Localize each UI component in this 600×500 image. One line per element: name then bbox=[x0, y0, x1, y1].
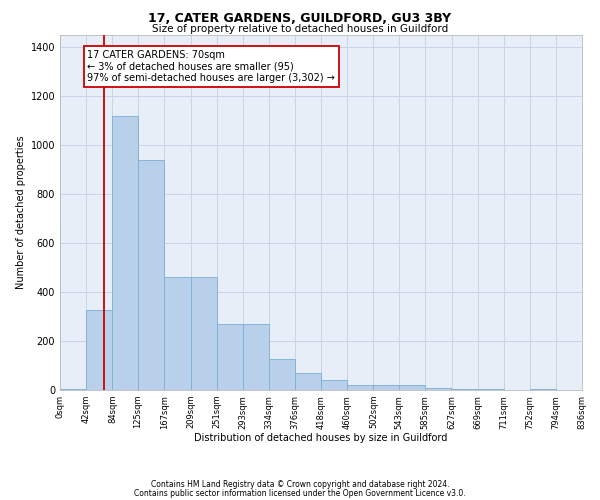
Bar bbox=[452, 389, 478, 390]
Bar bbox=[138, 160, 164, 390]
Bar bbox=[478, 389, 504, 390]
Text: Contains HM Land Registry data © Crown copyright and database right 2024.: Contains HM Land Registry data © Crown c… bbox=[151, 480, 449, 489]
Bar bbox=[60, 389, 86, 390]
Bar bbox=[373, 385, 399, 390]
Y-axis label: Number of detached properties: Number of detached properties bbox=[16, 136, 26, 290]
Text: Size of property relative to detached houses in Guildford: Size of property relative to detached ho… bbox=[152, 24, 448, 34]
Text: 17 CATER GARDENS: 70sqm
← 3% of detached houses are smaller (95)
97% of semi-det: 17 CATER GARDENS: 70sqm ← 3% of detached… bbox=[88, 50, 335, 83]
Bar bbox=[399, 385, 425, 390]
Bar bbox=[217, 324, 243, 390]
Text: 17, CATER GARDENS, GUILDFORD, GU3 3BY: 17, CATER GARDENS, GUILDFORD, GU3 3BY bbox=[148, 12, 452, 26]
Bar bbox=[112, 116, 138, 390]
Bar bbox=[243, 324, 269, 390]
Bar bbox=[425, 388, 451, 390]
Bar bbox=[269, 360, 295, 390]
Text: Contains public sector information licensed under the Open Government Licence v3: Contains public sector information licen… bbox=[134, 488, 466, 498]
Bar bbox=[164, 278, 191, 390]
Bar bbox=[321, 380, 347, 390]
Bar bbox=[530, 389, 556, 390]
Bar bbox=[295, 373, 321, 390]
Bar bbox=[347, 385, 373, 390]
Bar bbox=[86, 310, 112, 390]
X-axis label: Distribution of detached houses by size in Guildford: Distribution of detached houses by size … bbox=[194, 433, 448, 443]
Bar bbox=[191, 278, 217, 390]
